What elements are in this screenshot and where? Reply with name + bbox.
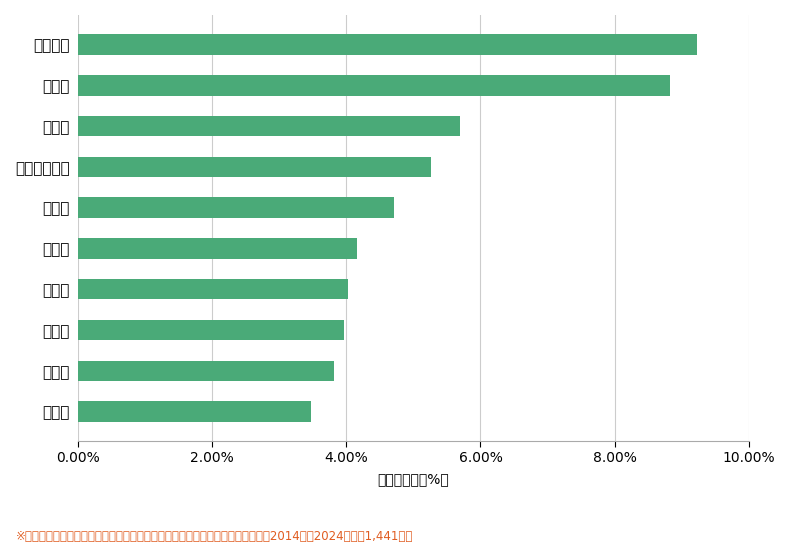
Bar — [78, 156, 431, 177]
Bar — [78, 238, 357, 258]
Bar — [78, 279, 348, 299]
Text: ※弊社受付の案件を対象に、受付時に市区町村の回答があったものを集計（期間2014年～2024年、計1,441件）: ※弊社受付の案件を対象に、受付時に市区町村の回答があったものを集計（期間2014… — [16, 530, 413, 543]
Bar — [78, 75, 670, 95]
Bar — [78, 401, 310, 422]
Bar — [78, 34, 697, 55]
Bar — [78, 320, 344, 340]
Bar — [78, 116, 460, 136]
X-axis label: 件数の割合（%）: 件数の割合（%） — [378, 472, 450, 487]
Bar — [78, 360, 333, 381]
Bar — [78, 197, 394, 218]
